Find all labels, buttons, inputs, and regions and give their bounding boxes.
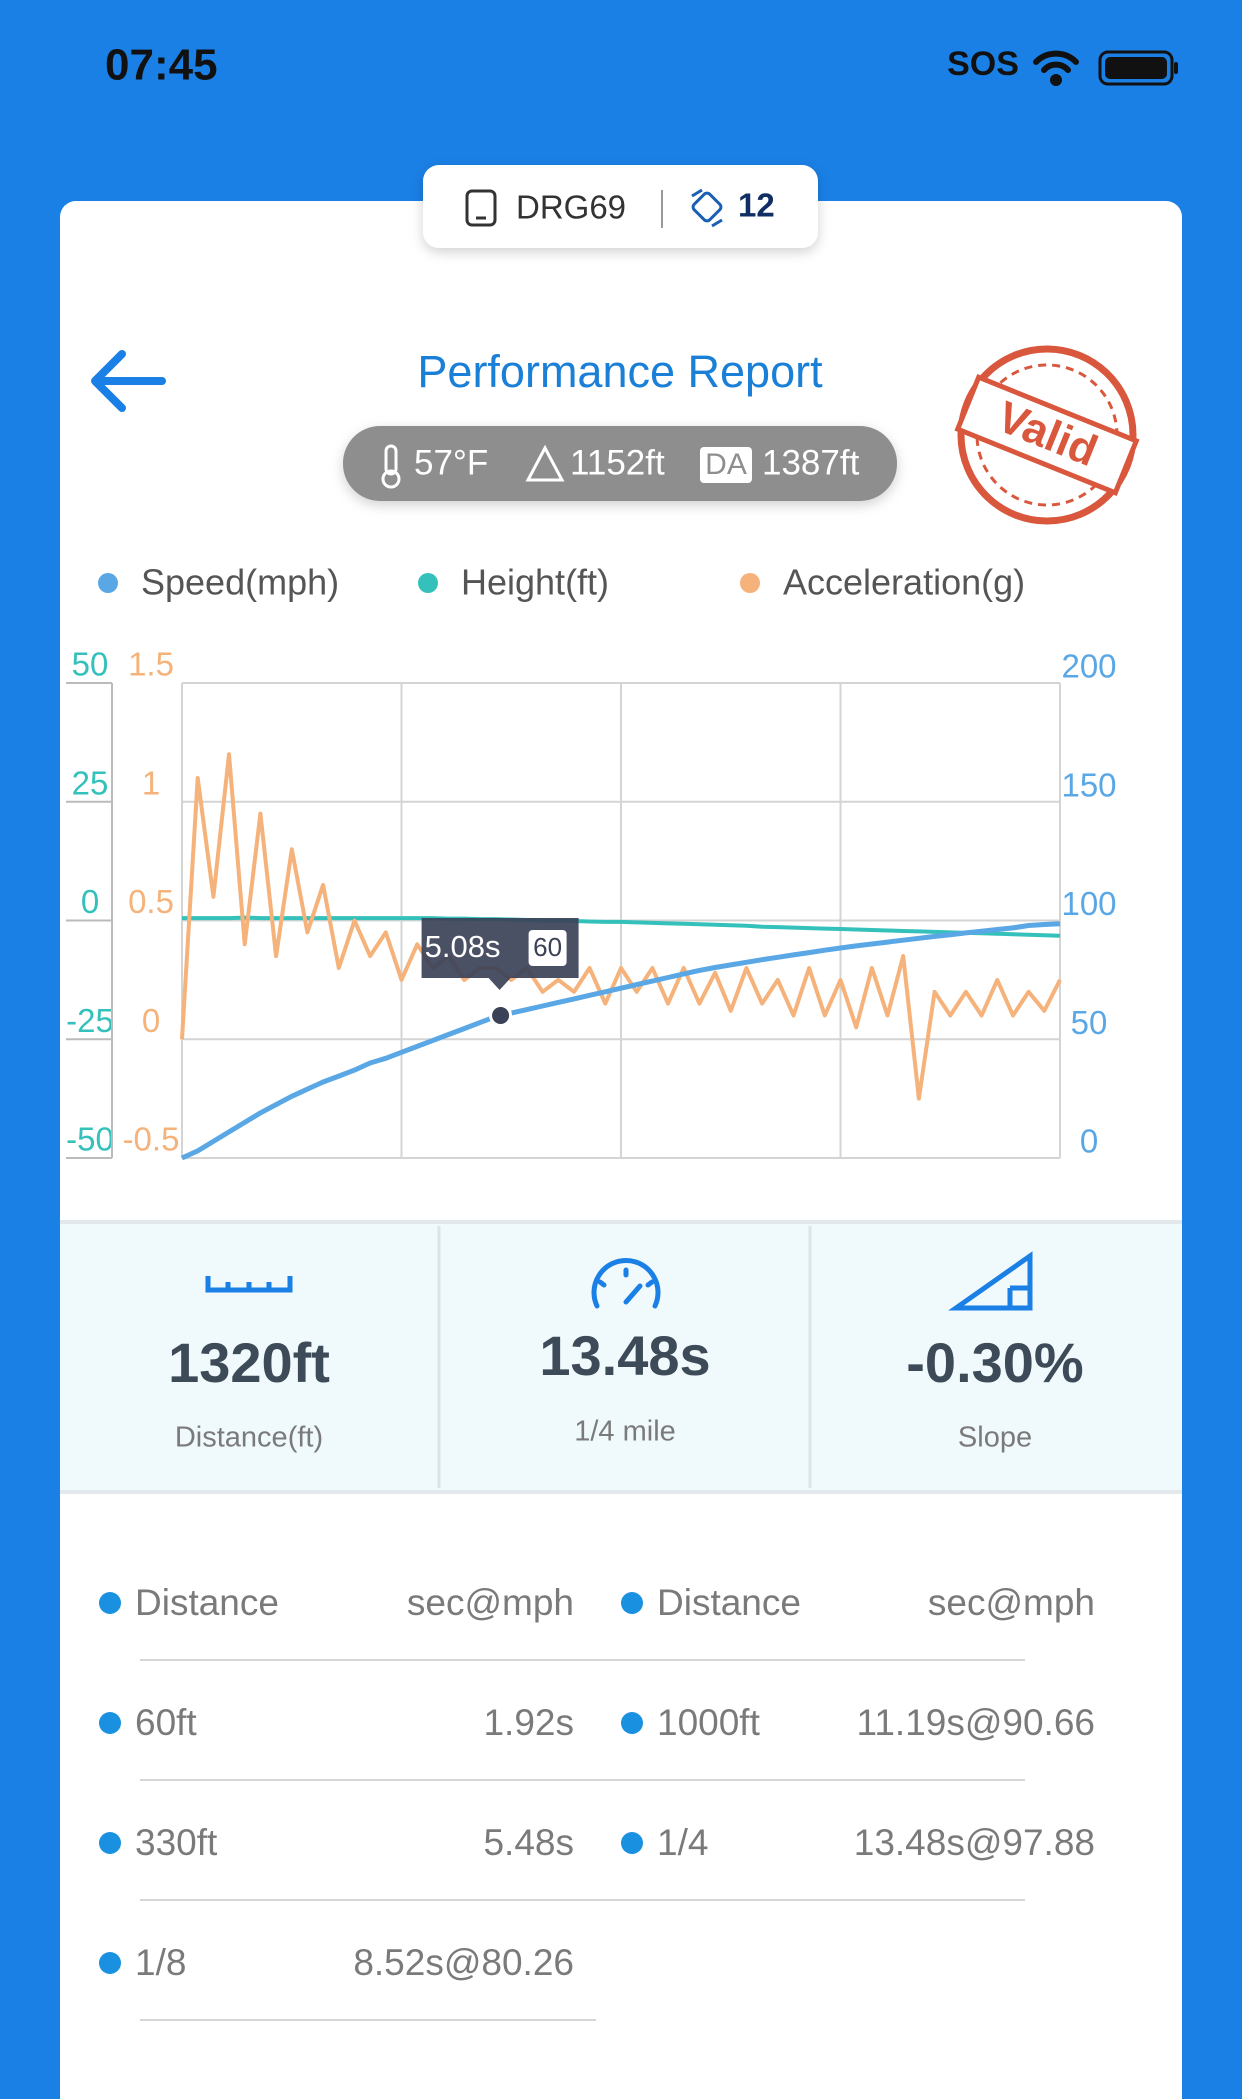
bullet: [99, 1952, 121, 1974]
tooltip-badge: [528, 930, 567, 966]
split-label: 60ft: [135, 1702, 197, 1743]
split-label: Distance: [657, 1582, 801, 1623]
split-value: 1.92s: [483, 1702, 574, 1743]
da-label: DA: [705, 448, 747, 481]
page-title: Performance Report: [417, 346, 823, 397]
legend-label: Height(ft): [461, 562, 609, 603]
stat-value: 1320ft: [168, 1331, 330, 1394]
y-tick-label: 50: [72, 646, 109, 683]
tooltip-point: [489, 1004, 513, 1027]
y3-tick-label: 1.5: [128, 646, 174, 683]
bullet: [621, 1832, 643, 1854]
bullet: [99, 1592, 121, 1614]
bullet: [99, 1832, 121, 1854]
split-label: 1/8: [135, 1942, 186, 1983]
stat-label: 1/4 mile: [574, 1416, 676, 1448]
chart: Speed(mph) Height(ft) Acceleration(g) -50 -2…: [66, 562, 1117, 1161]
tooltip-value: 60: [533, 932, 562, 962]
y2-tick-label: 100: [1061, 885, 1116, 922]
split-value: 11.19s@90.66: [857, 1702, 1096, 1743]
wifi-icon: [1033, 50, 1079, 86]
stat-label: Distance(ft): [175, 1422, 323, 1454]
y-tick-label: 25: [72, 764, 109, 801]
device-name: DRG69: [516, 189, 626, 226]
y3-tick-label: 0.5: [128, 883, 174, 920]
y2-tick-label: 150: [1061, 766, 1116, 803]
y-tick-label: -50: [66, 1121, 114, 1158]
sos: SOS: [947, 45, 1019, 83]
y3-tick-label: 1: [142, 764, 160, 801]
valid-stamp: Valid: [954, 345, 1140, 525]
y-tick-label: -25: [66, 1002, 114, 1039]
device-pill[interactable]: DRG69 12: [423, 165, 818, 248]
legend-marker: [740, 573, 760, 593]
stat-value: -0.30%: [906, 1331, 1083, 1394]
legend-label: Speed(mph): [141, 562, 339, 603]
back-button[interactable]: [91, 350, 166, 412]
y2-tick-label: 0: [1080, 1123, 1098, 1160]
stat-label: Slope: [958, 1422, 1032, 1454]
clock: 07:45: [105, 41, 218, 90]
stat-value: 13.48s: [539, 1324, 710, 1387]
stats-panel: [60, 1220, 1182, 1494]
y2-tick-label: 200: [1061, 648, 1116, 685]
temperature: 57°F: [414, 443, 488, 482]
series-line: [180, 921, 1061, 1161]
y3-tick-label: 0: [142, 1002, 160, 1039]
bullet: [621, 1712, 643, 1734]
split-value: 13.48s@97.88: [854, 1822, 1095, 1863]
split-label: 1000ft: [657, 1702, 761, 1743]
battery-icon: [1098, 50, 1178, 86]
legend-marker: [98, 573, 118, 593]
satellite-count: 12: [738, 187, 775, 224]
series-line: [180, 752, 1062, 1101]
split-value: sec@mph: [407, 1582, 574, 1623]
conditions-pill: 57°F 1152ft DA 1387ft: [343, 426, 897, 501]
y3-tick-label: -0.5: [123, 1121, 180, 1158]
legend-marker: [418, 573, 438, 593]
density-altitude: 1387ft: [762, 443, 860, 482]
elevation: 1152ft: [570, 443, 665, 482]
split-label: Distance: [135, 1582, 279, 1623]
legend-label: Acceleration(g): [783, 562, 1025, 603]
split-value: 8.52s@80.26: [353, 1942, 574, 1983]
split-label: 1/4: [657, 1822, 708, 1863]
split-label: 330ft: [135, 1822, 218, 1863]
split-value: sec@mph: [928, 1582, 1095, 1623]
bullet: [99, 1712, 121, 1734]
y-tick-label: 0: [81, 883, 99, 920]
tooltip-time: 5.08s: [425, 929, 501, 964]
y2-tick-label: 50: [1071, 1004, 1108, 1041]
bullet: [621, 1592, 643, 1614]
split-value: 5.48s: [483, 1822, 574, 1863]
splits-table: Distance sec@mph Distance sec@mph 60ft 1.92s 3…: [99, 1582, 1096, 2021]
